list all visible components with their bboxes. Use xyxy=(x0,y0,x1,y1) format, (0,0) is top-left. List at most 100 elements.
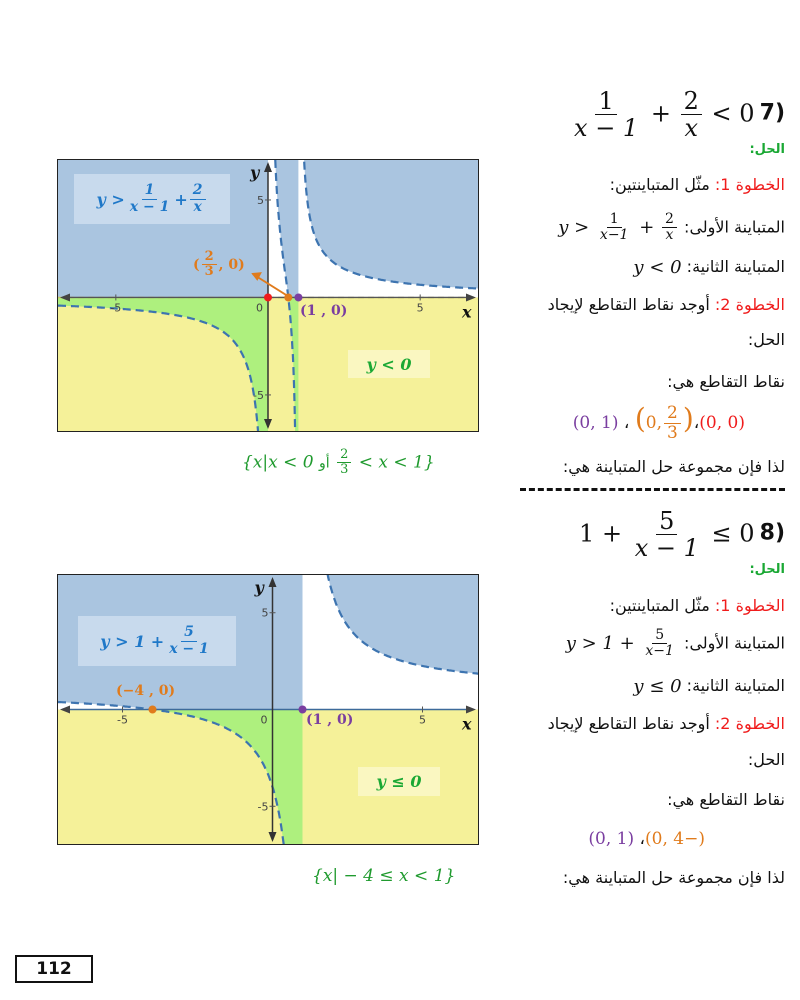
numerator: 2 xyxy=(680,88,702,116)
y-axis-arrow-up xyxy=(268,577,277,587)
denominator: x − 1 xyxy=(574,114,639,143)
solution-part: {x|x < 0 xyxy=(242,452,314,473)
region-overlap-solution xyxy=(152,709,303,844)
y-axis-label: y xyxy=(249,163,261,182)
or-word: أو xyxy=(319,455,330,472)
denominator: x xyxy=(665,227,674,244)
step-label: الخطوة 2: xyxy=(714,295,785,314)
solution-part: < x < 1} xyxy=(358,452,435,473)
intersections-label: نقاط التقاطع هي: xyxy=(667,790,785,809)
second-inequality: المتباينة الثانية: y < 0 xyxy=(633,257,785,278)
denominator: x xyxy=(684,114,698,143)
second-inequality-math: y < 0 xyxy=(633,257,682,278)
pointer-arrow-head xyxy=(251,272,262,281)
denominator: x − 1 xyxy=(169,640,209,657)
region-first-inequality xyxy=(327,575,478,674)
intersection-point-one: (1 ,0) xyxy=(588,828,635,849)
numerator: 2 xyxy=(201,249,217,266)
second-inequality-math: y ≤ 0 xyxy=(633,676,682,697)
step-text: أوجد نقاط التقاطع لإيجاد xyxy=(547,714,710,733)
legend-second-inequality: y ≤ 0 xyxy=(358,767,440,796)
region-first-inequality xyxy=(275,160,299,298)
lhs: y > 1 + xyxy=(565,632,635,654)
lhs: 1 + xyxy=(579,519,623,548)
region-first-inequality xyxy=(304,160,478,289)
denominator: 3 xyxy=(666,423,678,443)
boundary-curve xyxy=(274,160,297,431)
solution-label: الحل: xyxy=(749,562,785,577)
numerator: 5 xyxy=(656,508,678,536)
step-label: الخطوة 1: xyxy=(714,175,785,194)
intersection-point-one: (1 ,0) xyxy=(572,413,619,433)
separator-line xyxy=(520,488,785,491)
intersection-points: (−4 ,0)، (1 ,0) xyxy=(588,828,705,849)
intersection-point-purple xyxy=(294,293,303,302)
y-axis-arrow-up xyxy=(264,162,272,172)
step-text: مثّل المتباينتين: xyxy=(609,596,710,615)
boundary-curve xyxy=(326,575,478,675)
numerator: 2 xyxy=(663,404,681,424)
separator: ، xyxy=(623,413,630,433)
region-overlap-solution xyxy=(288,297,299,431)
legend-lhs: y > 1 + xyxy=(100,631,165,651)
x-tick-label: -5 xyxy=(117,714,128,727)
x-tick-label: 5 xyxy=(419,714,426,727)
conclusion-label: لذا فإن مجموعة حل المتباينة هي: xyxy=(562,457,785,476)
graph-canvas: -5 5 5 -5 0 x y xyxy=(58,575,478,844)
problem-number: (8 xyxy=(759,520,785,546)
numerator: 5 xyxy=(652,627,668,645)
x-axis-label: x xyxy=(461,302,472,321)
denominator: x−1 xyxy=(645,643,674,660)
second-inequality-label: المتباينة الثانية: xyxy=(686,257,785,276)
step-text: أوجد نقاط التقاطع لإيجاد xyxy=(547,295,710,314)
denominator: 3 xyxy=(340,462,349,478)
step-label: الخطوة 1: xyxy=(714,596,785,615)
x-axis-arrow-left xyxy=(60,293,70,302)
relation: ≤ 0 xyxy=(711,519,755,548)
intersection-point-orange xyxy=(284,293,293,302)
denominator: x−1 xyxy=(599,227,629,244)
denominator: x xyxy=(193,198,202,215)
denominator: 3 xyxy=(204,264,214,280)
intersection-point-two-thirds: ,0 xyxy=(645,413,662,433)
numerator: 2 xyxy=(337,447,352,464)
step-1: الخطوة 1: مثّل المتباينتين: xyxy=(610,175,785,194)
numerator: 1 xyxy=(606,211,622,229)
first-inequality: المتباينة الأولى: y > 1 + 5 x−1 xyxy=(565,627,785,660)
y-axis-arrow-down xyxy=(268,832,277,842)
boundary-curve xyxy=(58,304,260,431)
x-tick-label: 5 xyxy=(417,301,424,314)
step-2-continuation: الحل: xyxy=(747,750,785,769)
lhs: y > xyxy=(558,216,590,238)
x-axis-arrow-left xyxy=(60,705,70,714)
intersections-label: نقاط التقاطع هي: xyxy=(667,372,785,391)
boundary-curve xyxy=(58,700,285,844)
intersection-point-minus-four: (−4 ,0) xyxy=(645,828,705,849)
x-axis-label: x xyxy=(461,715,472,734)
intersection-point-orange xyxy=(148,705,157,714)
legend-lhs: y > xyxy=(96,189,125,209)
label-rest: , 0) xyxy=(218,256,245,273)
x-axis-arrow-right xyxy=(466,293,476,302)
numerator: 1 xyxy=(595,88,617,116)
label-point-one: (1 , 0) xyxy=(306,712,354,728)
numerator: 1 xyxy=(141,182,158,200)
separator: ، xyxy=(693,413,700,433)
step-2: الخطوة 2: أوجد نقاط التقاطع لإيجاد xyxy=(548,714,785,733)
step-1: الخطوة 1: مثّل المتباينتين: xyxy=(610,596,785,615)
label-point-two-thirds: (2 3, 0) xyxy=(193,249,245,280)
numerator: 2 xyxy=(662,211,677,229)
legend-second-inequality: y < 0 xyxy=(348,350,430,378)
denominator: x − 1 xyxy=(129,198,170,215)
paren: ( xyxy=(193,256,200,273)
origin-label: 0 xyxy=(256,301,263,314)
